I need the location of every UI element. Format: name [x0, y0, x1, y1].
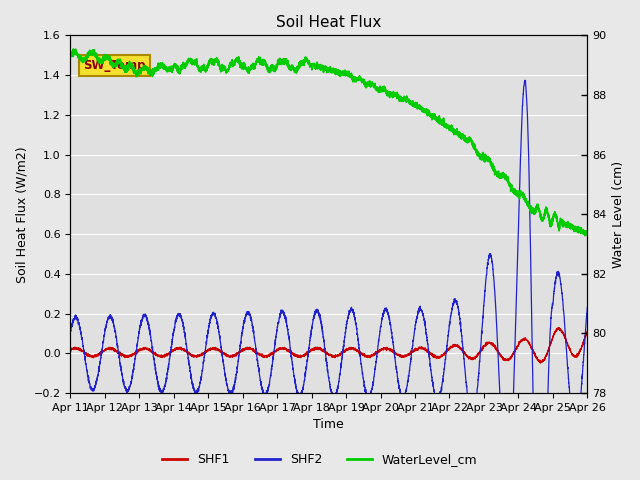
WaterLevel_cm	[581, 233, 589, 239]
SHF2	[474, 383, 481, 388]
SHF1	[583, 330, 591, 336]
SHF2	[159, 389, 167, 395]
Text: SW_Temp: SW_Temp	[83, 60, 146, 72]
SHF2	[445, 332, 452, 338]
WaterLevel_cm	[159, 64, 167, 70]
Line: SHF2: SHF2	[70, 80, 588, 480]
SHF1	[159, 353, 167, 359]
SHF1	[416, 345, 424, 350]
Y-axis label: Soil Heat Flux (W/m2): Soil Heat Flux (W/m2)	[15, 146, 28, 283]
Y-axis label: Water Level (cm): Water Level (cm)	[612, 161, 625, 268]
WaterLevel_cm	[445, 124, 452, 130]
SHF1	[555, 324, 563, 330]
Line: WaterLevel_cm: WaterLevel_cm	[70, 49, 588, 236]
SHF1	[67, 348, 74, 353]
WaterLevel_cm	[474, 150, 482, 156]
SHF2	[584, 304, 591, 310]
SHF1	[474, 353, 481, 359]
Line: SHF1: SHF1	[70, 327, 588, 363]
SHF2	[583, 312, 591, 318]
WaterLevel_cm	[584, 231, 591, 237]
SHF2	[309, 316, 317, 322]
WaterLevel_cm	[416, 103, 424, 108]
Title: Soil Heat Flux: Soil Heat Flux	[276, 15, 381, 30]
SHF2	[67, 329, 74, 335]
X-axis label: Time: Time	[314, 419, 344, 432]
WaterLevel_cm	[67, 51, 74, 57]
SHF1	[536, 360, 544, 366]
SHF2	[416, 306, 424, 312]
SHF1	[309, 347, 317, 352]
WaterLevel_cm	[310, 61, 317, 67]
WaterLevel_cm	[583, 231, 591, 237]
Legend: SHF1, SHF2, WaterLevel_cm: SHF1, SHF2, WaterLevel_cm	[157, 448, 483, 471]
SHF1	[584, 328, 591, 334]
WaterLevel_cm	[69, 46, 77, 52]
SHF1	[445, 347, 452, 352]
SHF2	[521, 77, 529, 83]
